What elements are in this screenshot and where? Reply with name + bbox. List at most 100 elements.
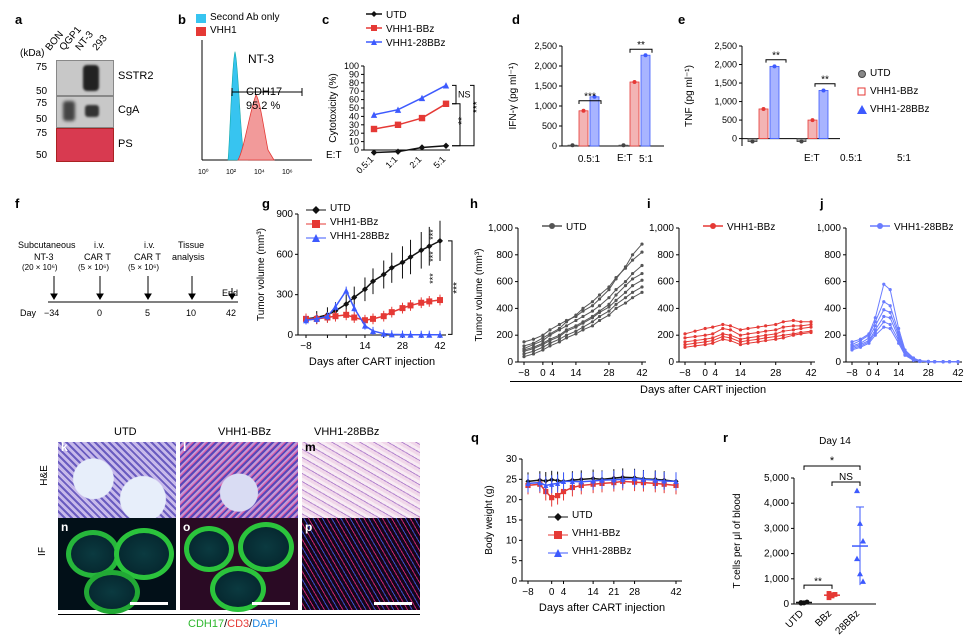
- day-5: 5: [145, 308, 151, 318]
- data-point-m7: [614, 306, 618, 310]
- data-point-VHH1-28BBz: [555, 480, 561, 486]
- x-tick-1: 10²: [226, 169, 237, 176]
- ratio-label-e-1: 5:1: [897, 153, 911, 164]
- data-point-UTD: [442, 142, 450, 149]
- data-point-m3: [888, 310, 892, 315]
- data-point-m1: [640, 242, 644, 246]
- day-minus34: −34: [44, 308, 60, 318]
- x-tick-label: 5:1: [431, 154, 447, 170]
- data-point-m2: [791, 324, 795, 328]
- data-point-m4: [721, 334, 725, 339]
- panel-label-f: f: [15, 196, 20, 211]
- percent-label: 95.2 %: [246, 100, 281, 112]
- annotation-d-1: ***: [584, 92, 596, 103]
- data-point-VHH1-28BBz: [549, 481, 555, 487]
- y-tick-label: 2,000: [714, 60, 737, 70]
- y-axis-label: Tumor volume (mm³): [256, 228, 267, 321]
- cell-line-label: NT-3: [248, 52, 275, 66]
- data-point-m1: [557, 322, 561, 327]
- data-point-m6: [941, 360, 945, 364]
- x-tick-label: 28: [397, 341, 409, 352]
- kda-50: 50: [36, 86, 48, 97]
- data-point-UTD: [407, 254, 414, 261]
- data-point-m5: [746, 341, 750, 345]
- data-point-m4: [888, 316, 892, 320]
- y-tick-label: 500: [542, 121, 557, 131]
- data-point-m1: [590, 304, 595, 308]
- data-point-m3: [640, 263, 644, 268]
- data-point-m2: [764, 329, 768, 333]
- y-tick-label: 200: [657, 330, 674, 341]
- data-point-m2: [721, 326, 725, 331]
- bracket-d-2: [629, 48, 653, 53]
- data-point-m5: [703, 342, 707, 347]
- data-point-m4: [774, 334, 778, 339]
- y-axis-label: IFN-γ (pg ml⁻¹): [508, 63, 519, 130]
- data-point-m1: [781, 320, 785, 324]
- data-point-VHH1-28BBz: [673, 478, 679, 484]
- panel-label-b: b: [178, 12, 186, 27]
- data-point-m4: [746, 338, 750, 343]
- y-tick-label: 20: [349, 128, 359, 138]
- step-2-sub2: (5 × 10⁶): [128, 263, 160, 272]
- y-tick-label: 800: [657, 250, 674, 261]
- data-point-m3: [574, 318, 578, 323]
- data-point-m1: [873, 316, 877, 320]
- data-point-VHH1-28BBz: [631, 475, 638, 482]
- x-tick-label: 0: [702, 368, 708, 379]
- panel-b-flow-histogram: Second Ab only VHH1 10⁰ 10² 10⁴ 10⁶ NT-3…: [178, 0, 318, 185]
- data-point-m6: [597, 314, 602, 319]
- data-point-m2: [590, 300, 595, 304]
- data-point-m3: [607, 296, 611, 300]
- legend-g: UTD VHH1-BBz VHH1-28BBz: [306, 203, 416, 249]
- x-tick-label: 28: [603, 368, 615, 379]
- data-point-VHH1-28BBz: [370, 327, 376, 334]
- bar-VHH1-BBz-0.5:1: [758, 108, 769, 139]
- panel-k-p-histology: UTD VHH1-BBz VHH1-28BBz H&E IF k l m n o…: [37, 424, 420, 644]
- data-point-m3: [630, 271, 635, 276]
- data-point-m6: [882, 325, 886, 329]
- panel-a-western-blot: (kDa) BON QGP1 NT-3 293 75 50 SSTR2 75 5…: [0, 0, 175, 185]
- data-point-m6: [873, 333, 877, 337]
- data-point-m1: [888, 288, 892, 292]
- data-point-VHH1-28BBz: [388, 331, 395, 338]
- step-3-sub: analysis: [172, 252, 205, 262]
- x-tick-label: −8: [679, 368, 691, 379]
- x-axis-label: Days after CART injection: [309, 356, 435, 368]
- data-point-m4: [683, 342, 687, 347]
- data-point-m6: [531, 349, 536, 353]
- data-point-m1: [756, 325, 760, 329]
- data-point-m5: [531, 347, 536, 351]
- step-1-sub: CAR T: [84, 252, 111, 262]
- data-point-m3: [809, 325, 813, 329]
- data-point-m1: [764, 324, 768, 328]
- data-point-m2: [541, 336, 545, 340]
- data-point-m7: [623, 301, 628, 305]
- data-point-m2: [597, 293, 602, 297]
- marker-label: CDH17: [246, 86, 283, 98]
- data-point-VHH1-BBz: [442, 100, 450, 107]
- legend-swatch-second-ab: [196, 14, 206, 23]
- data-point-VHH1-28BBz: [351, 305, 358, 312]
- data-point-m1: [728, 324, 732, 328]
- data-point-m5: [791, 333, 795, 337]
- data-point-UTD: [418, 247, 425, 254]
- data-point-VHH1-BBz: [426, 298, 433, 305]
- histogram-vhh1: [237, 94, 275, 161]
- data-point-m6: [564, 333, 569, 337]
- data-point-m1: [711, 325, 715, 329]
- data-point-VHH1-28BBz: [426, 331, 433, 338]
- marker-ps: PS: [118, 138, 133, 150]
- data-point-m6: [630, 290, 635, 294]
- legend-label: UTD: [386, 10, 407, 21]
- legend-utd-g: UTD: [330, 203, 351, 214]
- data-point-m4: [693, 341, 697, 345]
- bar-VHH1-28BBz-0.5:1: [589, 96, 600, 147]
- data-point-m3: [781, 329, 785, 333]
- annotation-d-2: **: [637, 40, 645, 51]
- data-point-m7: [531, 352, 536, 356]
- data-point-m7: [607, 313, 611, 317]
- data-point-m2: [623, 266, 628, 270]
- data-point-m4: [756, 337, 760, 341]
- panel-label-o: o: [183, 520, 191, 534]
